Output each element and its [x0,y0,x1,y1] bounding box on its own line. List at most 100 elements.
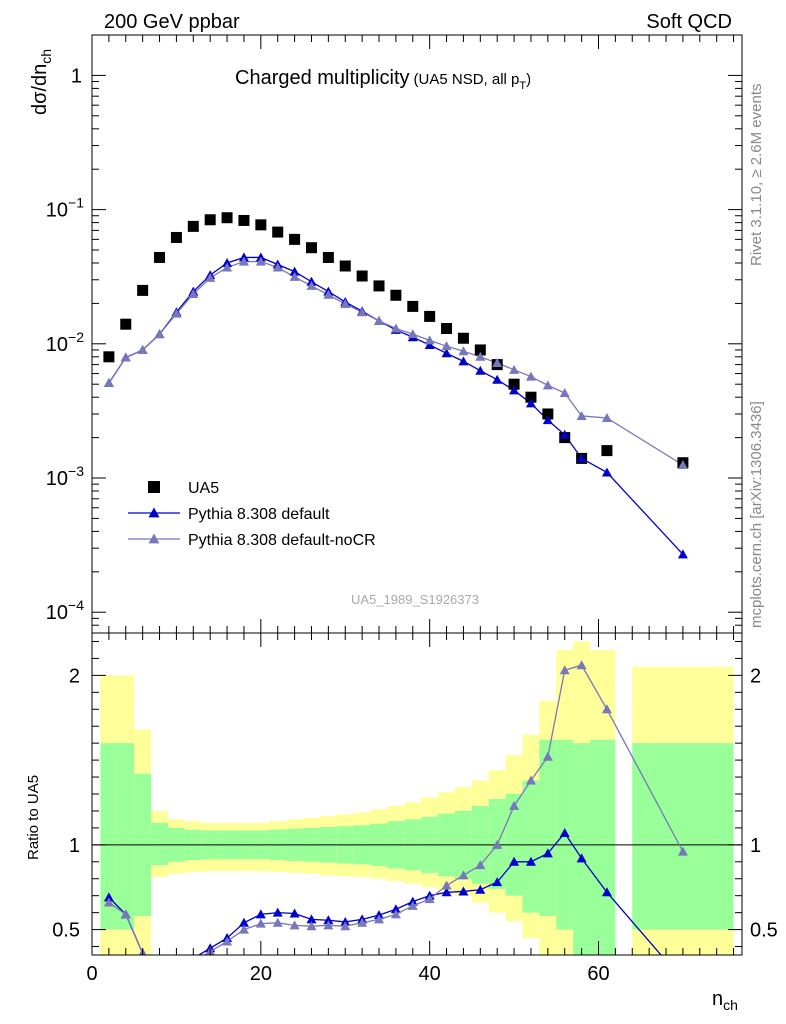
pythia-point [601,412,612,422]
ua5-point [154,251,166,263]
ratio-point [407,900,418,910]
ratio-point [559,665,570,675]
pythia-point [306,280,317,290]
pythia-point [272,262,283,272]
ua5-point [137,284,149,296]
pythia-point [390,323,401,333]
ratio-ytick-label-left: 2 [69,665,80,687]
pythia-point [559,429,570,439]
ratio-point [441,887,452,897]
ua5-point [305,242,317,254]
ratio-point [188,957,198,966]
top-ylabel: dσ/dnch [29,49,54,115]
pythia-point [441,341,452,351]
uncertainty-band-inner [522,780,540,913]
ratio-xtick-label: 60 [587,963,609,985]
ratio-point [222,936,233,946]
pythia-point [441,348,452,358]
pythia-point [188,289,199,299]
header-right: Soft QCD [646,11,732,33]
ratio-point [576,853,587,863]
ratio-point [323,920,334,930]
ratio-point [441,880,452,890]
ua5-point [221,212,233,224]
ratio-ytick-label-left: 0.5 [52,920,80,942]
legend: UA5 Pythia 8.308 default Pythia 8.308 defa… [128,480,376,549]
legend-label: UA5 [188,480,219,497]
pythia-point [601,467,612,477]
ratio-point [272,907,283,917]
ua5-point [474,344,486,356]
ratio-point [601,704,612,714]
pythia-point [475,351,486,361]
pythia-point [120,352,131,362]
ratio-point [306,914,317,924]
ratio-point [509,856,520,866]
header-left: 200 GeV ppbar [104,11,240,33]
ratio-point [475,860,486,870]
pythia-point [424,335,435,345]
legend-label: Pythia 8.308 default-noCR [188,532,376,549]
pythia-point [576,453,587,463]
ratio-point [340,921,351,931]
ua5-point [238,214,250,226]
pythia-point [525,398,536,408]
pythia-point [542,415,553,425]
pythia-point [222,262,233,272]
ratio-point [492,877,503,887]
uncertainty-band-inner [117,743,135,930]
ua5-point [356,270,368,282]
uncertainty-band-inner [632,743,734,930]
pythia-point [509,385,520,395]
ratio-point [103,892,114,902]
ratio-xtick-label: 0 [86,963,97,985]
ratio-point [238,917,249,927]
ratio-point [155,964,165,973]
ratio-point [289,920,300,930]
ratio-point [525,856,536,866]
pythia-point [559,387,570,397]
ratio-point [678,975,688,984]
ua5-point [424,310,436,322]
pythia-point [238,256,249,266]
pythia-point [357,307,368,317]
top-ytick-label: 10−4 [46,597,84,624]
ratio-point [458,870,469,880]
ratio-point [171,962,181,971]
pythia-point [677,549,688,559]
uncertainty-band-inner [590,739,616,955]
pythia-point [458,346,469,356]
pythia-point [154,329,165,339]
pythia-point [475,365,486,375]
ua5-point [120,318,132,330]
ratio-point [238,924,249,934]
ratio-ytick-label-left: 1 [69,835,80,857]
ua5-point [103,351,115,363]
pythia-point [492,374,503,384]
pythia-point [323,289,334,299]
ratio-point [155,964,165,973]
legend-label: Pythia 8.308 default [188,506,330,523]
pythia-point [424,339,435,349]
ua5-point [441,323,453,335]
ratio-point [390,904,401,914]
ratio-xtick-label: 40 [419,963,441,985]
pythia-point [255,256,266,266]
pythia-point [289,266,300,276]
pythia-point [103,378,114,388]
ratio-point [677,846,688,856]
pythia-point [525,371,536,381]
ratio-point [542,848,553,858]
ratio-bands [100,641,734,955]
ua5-point [508,378,520,390]
ratio-frame [91,632,743,956]
ratio-point [306,921,317,931]
ua5-point [542,408,554,420]
uncertainty-band-inner [151,822,168,866]
ua5-point [289,233,301,245]
ratio-point [509,800,520,810]
ua5-point [390,289,402,301]
rivet-label: Rivet 3.1.10, ≥ 2.6M events [748,84,765,267]
pythia-point [374,315,385,325]
